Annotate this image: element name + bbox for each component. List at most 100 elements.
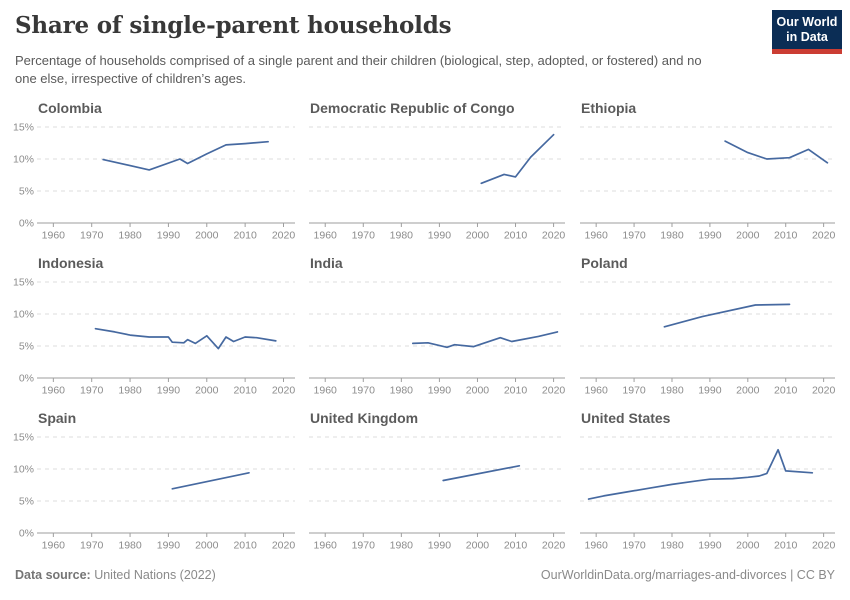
svg-text:2010: 2010 [504, 230, 528, 242]
svg-text:2000: 2000 [466, 540, 490, 552]
svg-text:2000: 2000 [736, 230, 760, 242]
panel-ethiopia: Ethiopia 1960 1970 1980 1990 2000 2010 2020 [580, 96, 845, 244]
credit-line: OurWorldinData.org/marriages-and-divorce… [540, 568, 835, 582]
facet-title: India [310, 255, 343, 271]
line-chart: 1960 1970 1980 1990 2000 2010 2020 0% 5% 10% 15% [13, 432, 296, 552]
svg-text:1980: 1980 [118, 540, 142, 552]
panel-united-kingdom: United Kingdom 1960 1970 1980 1990 2000 2010 2… [309, 406, 568, 554]
svg-text:2020: 2020 [542, 230, 566, 242]
svg-text:1990: 1990 [698, 385, 722, 397]
facet-title: Indonesia [38, 255, 104, 271]
svg-text:2000: 2000 [466, 230, 490, 242]
svg-text:1960: 1960 [42, 385, 66, 397]
svg-text:2020: 2020 [272, 540, 296, 552]
line-chart: 1960 1970 1980 1990 2000 2010 2020 [309, 281, 566, 397]
svg-text:0%: 0% [19, 373, 34, 385]
svg-text:10%: 10% [13, 309, 34, 321]
svg-text:2000: 2000 [466, 385, 490, 397]
facet-title: Ethiopia [581, 100, 637, 116]
svg-text:0%: 0% [19, 218, 34, 230]
svg-text:2010: 2010 [233, 540, 257, 552]
facet-title: Democratic Republic of Congo [310, 100, 515, 116]
svg-text:1980: 1980 [660, 540, 684, 552]
svg-text:1980: 1980 [390, 385, 414, 397]
svg-text:5%: 5% [19, 186, 34, 198]
logo-line-2: in Data [786, 30, 828, 44]
line-chart: 1960 1970 1980 1990 2000 2010 2020 0% 5% 10% 15% [13, 277, 296, 397]
svg-text:1970: 1970 [622, 230, 646, 242]
svg-text:1960: 1960 [584, 540, 608, 552]
svg-text:15%: 15% [13, 277, 34, 289]
facet-title: Poland [581, 255, 628, 271]
panel-colombia: Colombia 1960 1970 1980 1990 2000 2010 2020 0% 5… [13, 96, 296, 244]
svg-text:1980: 1980 [660, 230, 684, 242]
svg-text:1960: 1960 [314, 230, 338, 242]
line-chart: 1960 1970 1980 1990 2000 2010 2020 [580, 436, 836, 552]
facet-title: United Kingdom [310, 410, 419, 426]
logo-line-1: Our World [776, 15, 838, 29]
svg-text:2010: 2010 [504, 540, 528, 552]
svg-text:2000: 2000 [195, 540, 219, 552]
svg-text:2010: 2010 [774, 230, 798, 242]
panel-poland: Poland 1960 1970 1980 1990 2000 2010 2020 [580, 251, 845, 399]
svg-text:1980: 1980 [118, 230, 142, 242]
panel-drc: Democratic Republic of Congo 1960 1970 198… [309, 96, 568, 244]
svg-text:15%: 15% [13, 122, 34, 134]
svg-text:1990: 1990 [698, 230, 722, 242]
svg-text:5%: 5% [19, 341, 34, 353]
panel-spain: Spain 1960 1970 1980 1990 2000 2010 2020 0% 5% 10… [13, 406, 296, 554]
line-chart: 1960 1970 1980 1990 2000 2010 2020 0% 5% 10% 15% [13, 122, 296, 242]
owid-logo: Our World in Data [772, 10, 842, 54]
line-chart: 1960 1970 1980 1990 2000 2010 2020 [580, 126, 836, 242]
svg-text:2020: 2020 [812, 385, 836, 397]
line-chart: 1960 1970 1980 1990 2000 2010 2020 [309, 436, 566, 552]
svg-text:2010: 2010 [233, 230, 257, 242]
svg-text:2020: 2020 [812, 540, 836, 552]
svg-text:1960: 1960 [42, 230, 66, 242]
svg-text:1970: 1970 [352, 230, 376, 242]
facet-title: Spain [38, 410, 77, 426]
data-source: Data source: United Nations (2022) [15, 568, 216, 582]
line-chart: 1960 1970 1980 1990 2000 2010 2020 [580, 281, 836, 397]
svg-text:1990: 1990 [428, 385, 452, 397]
svg-text:1970: 1970 [352, 540, 376, 552]
facet-title: Colombia [38, 100, 102, 116]
svg-text:1990: 1990 [428, 230, 452, 242]
svg-text:2020: 2020 [542, 540, 566, 552]
svg-text:1960: 1960 [584, 385, 608, 397]
svg-text:1960: 1960 [42, 540, 66, 552]
svg-text:2010: 2010 [774, 385, 798, 397]
svg-text:1990: 1990 [157, 385, 181, 397]
panel-indonesia: Indonesia 1960 1970 1980 1990 2000 2010 2020 0%… [13, 251, 296, 399]
svg-text:1970: 1970 [622, 385, 646, 397]
svg-text:1960: 1960 [314, 540, 338, 552]
svg-text:1970: 1970 [352, 385, 376, 397]
svg-text:1970: 1970 [80, 230, 104, 242]
svg-text:5%: 5% [19, 496, 34, 508]
svg-text:1970: 1970 [80, 385, 104, 397]
svg-text:1970: 1970 [80, 540, 104, 552]
svg-text:1970: 1970 [622, 540, 646, 552]
svg-text:2000: 2000 [736, 540, 760, 552]
svg-text:1980: 1980 [660, 385, 684, 397]
svg-text:2020: 2020 [272, 230, 296, 242]
svg-text:1960: 1960 [314, 385, 338, 397]
svg-text:2020: 2020 [812, 230, 836, 242]
svg-text:1980: 1980 [390, 230, 414, 242]
svg-text:2010: 2010 [504, 385, 528, 397]
page-title: Share of single-parent households [15, 12, 452, 39]
page-subtitle: Percentage of households comprised of a … [15, 53, 702, 87]
svg-text:1990: 1990 [698, 540, 722, 552]
svg-text:2020: 2020 [272, 385, 296, 397]
svg-text:2000: 2000 [195, 385, 219, 397]
panel-india: India 1960 1970 1980 1990 2000 2010 2020 [309, 251, 568, 399]
svg-text:2010: 2010 [233, 385, 257, 397]
svg-text:2010: 2010 [774, 540, 798, 552]
svg-text:2000: 2000 [736, 385, 760, 397]
svg-text:1980: 1980 [390, 540, 414, 552]
data-source-label: Data source: [15, 568, 91, 582]
svg-text:1990: 1990 [157, 230, 181, 242]
svg-text:2020: 2020 [542, 385, 566, 397]
chart-footer: Data source: United Nations (2022) OurWo… [15, 568, 835, 582]
